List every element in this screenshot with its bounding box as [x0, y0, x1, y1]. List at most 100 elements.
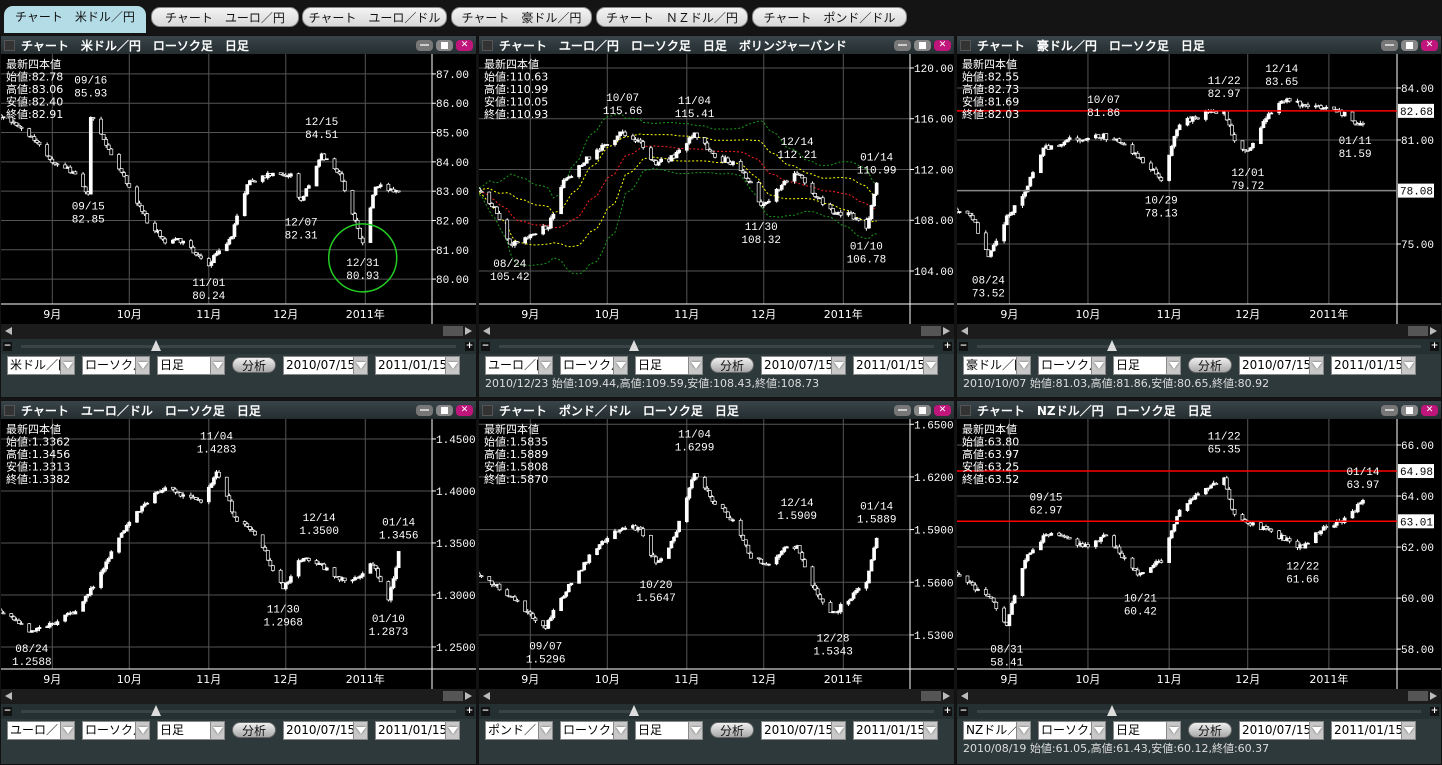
from-date-select[interactable]: 2010/07/15: [761, 720, 847, 740]
candlestick-chart[interactable]: 9月 10月 11月 12月 2011年 87.00 86.00 85.00 84.00 83.0…: [1, 54, 476, 324]
panel-checkbox[interactable]: [482, 404, 493, 416]
candlestick-chart[interactable]: 9月 10月 11月 12月 2011年 120.00 116.00 112.00 108.00…: [479, 54, 954, 324]
scrollbar-thumb[interactable]: [443, 326, 463, 336]
chevron-down-icon[interactable]: [1309, 721, 1324, 739]
analyze-button[interactable]: 分析: [710, 722, 755, 738]
maximize-button[interactable]: [436, 39, 453, 51]
chevron-down-icon[interactable]: [538, 721, 552, 739]
close-button[interactable]: ✕: [934, 39, 951, 51]
to-date-select[interactable]: 2011/01/15: [375, 355, 461, 375]
scroll-left-arrow-icon[interactable]: [483, 327, 490, 335]
chevron-down-icon[interactable]: [210, 721, 224, 739]
scrollbar-thumb[interactable]: [921, 691, 941, 701]
zoom-out-button[interactable]: −: [481, 706, 490, 716]
panel-checkbox[interactable]: [4, 404, 15, 416]
period-select[interactable]: 日足: [635, 355, 703, 375]
zoom-thumb[interactable]: [151, 705, 161, 716]
chevron-down-icon[interactable]: [613, 721, 627, 739]
panel-checkbox[interactable]: [960, 404, 971, 416]
period-select[interactable]: 日足: [157, 720, 225, 740]
zoom-thumb[interactable]: [1107, 340, 1117, 351]
pair-select[interactable]: ユーロ／円: [485, 355, 553, 375]
horizontal-scrollbar[interactable]: [1, 689, 476, 704]
maximize-button[interactable]: [1401, 39, 1418, 51]
close-button[interactable]: ✕: [934, 404, 951, 416]
candlestick-chart[interactable]: 9月 10月 11月 12月 2011年 84.00 81.00 75.00 82.68 78.0…: [957, 54, 1441, 324]
chart-area[interactable]: 9月 10月 11月 12月 2011年 120.00 116.00 112.00 108.00…: [479, 54, 954, 324]
chart-area[interactable]: 9月 10月 11月 12月 2011年 84.00 81.00 75.00 82.68 78.0…: [957, 54, 1441, 324]
zoom-in-button[interactable]: +: [465, 706, 474, 716]
scroll-left-arrow-icon[interactable]: [5, 692, 12, 700]
to-date-select[interactable]: 2011/01/15: [375, 720, 461, 740]
scrollbar-thumb[interactable]: [1408, 691, 1428, 701]
close-button[interactable]: ✕: [456, 39, 473, 51]
panel-checkbox[interactable]: [960, 39, 971, 51]
zoom-track[interactable]: [977, 710, 1421, 713]
minimize-button[interactable]: [894, 39, 911, 51]
zoom-in-button[interactable]: +: [465, 341, 474, 351]
candlestick-chart[interactable]: 9月 10月 11月 12月 2011年 1.6500 1.6200 1.5900 1.5600…: [479, 419, 954, 689]
tab-6[interactable]: チャート ポンド／ドル: [752, 7, 907, 27]
chevron-down-icon[interactable]: [923, 356, 938, 374]
from-date-select[interactable]: 2010/07/15: [283, 720, 369, 740]
scroll-right-arrow-icon[interactable]: [1430, 327, 1437, 335]
chevron-down-icon[interactable]: [1091, 356, 1105, 374]
pair-select[interactable]: ポンド／ドル: [485, 720, 553, 740]
period-select[interactable]: 日足: [635, 720, 703, 740]
zoom-in-button[interactable]: +: [943, 341, 952, 351]
chevron-down-icon[interactable]: [445, 356, 460, 374]
chevron-down-icon[interactable]: [923, 721, 938, 739]
horizontal-scrollbar[interactable]: [1, 324, 476, 339]
chevron-down-icon[interactable]: [688, 721, 702, 739]
minimize-button[interactable]: [894, 404, 911, 416]
from-date-select[interactable]: 2010/07/15: [761, 355, 847, 375]
maximize-button[interactable]: [436, 404, 453, 416]
to-date-select[interactable]: 2011/01/15: [1331, 720, 1417, 740]
analyze-button[interactable]: 分析: [1188, 722, 1233, 738]
pair-select[interactable]: NZドル／円: [963, 720, 1031, 740]
panel-checkbox[interactable]: [4, 39, 15, 51]
zoom-track[interactable]: [499, 345, 934, 348]
panel-header[interactable]: チャート ユーロ／ドル ローソク足 日足 ✕: [1, 401, 476, 419]
zoom-slider[interactable]: − +: [957, 704, 1441, 719]
chevron-down-icon[interactable]: [1016, 721, 1030, 739]
horizontal-scrollbar[interactable]: [957, 324, 1441, 339]
panel-header[interactable]: チャート ポンド／ドル ローソク足 日足 ✕: [479, 401, 954, 419]
zoom-slider[interactable]: − +: [1, 704, 476, 719]
zoom-in-button[interactable]: +: [943, 706, 952, 716]
panel-header[interactable]: チャート 米ドル／円 ローソク足 日足 ✕: [1, 36, 476, 54]
chevron-down-icon[interactable]: [135, 356, 149, 374]
chevron-down-icon[interactable]: [1166, 721, 1180, 739]
chevron-down-icon[interactable]: [1091, 721, 1105, 739]
analyze-button[interactable]: 分析: [232, 357, 277, 373]
panel-header[interactable]: チャート 豪ドル／円 ローソク足 日足 ✕: [957, 36, 1441, 54]
to-date-select[interactable]: 2011/01/15: [853, 355, 939, 375]
analyze-button[interactable]: 分析: [710, 357, 755, 373]
chart-type-select[interactable]: ローソク足: [1038, 720, 1106, 740]
horizontal-scrollbar[interactable]: [957, 689, 1441, 704]
period-select[interactable]: 日足: [157, 355, 225, 375]
chevron-down-icon[interactable]: [1166, 356, 1180, 374]
chart-area[interactable]: 9月 10月 11月 12月 2011年 87.00 86.00 85.00 84.00 83.0…: [1, 54, 476, 324]
period-select[interactable]: 日足: [1113, 355, 1181, 375]
zoom-slider[interactable]: − +: [1, 339, 476, 354]
minimize-button[interactable]: [416, 404, 433, 416]
chart-type-select[interactable]: ローソク足: [1038, 355, 1106, 375]
chart-type-select[interactable]: ローソク足: [82, 355, 150, 375]
tab-3[interactable]: チャート ユーロ／ドル: [302, 7, 447, 27]
analyze-button[interactable]: 分析: [232, 722, 277, 738]
chevron-down-icon[interactable]: [1401, 356, 1416, 374]
chevron-down-icon[interactable]: [1309, 356, 1324, 374]
chevron-down-icon[interactable]: [60, 721, 74, 739]
panel-header[interactable]: チャート NZドル／円 ローソク足 日足 ✕: [957, 401, 1441, 419]
zoom-in-button[interactable]: +: [1430, 341, 1439, 351]
zoom-thumb[interactable]: [629, 340, 639, 351]
tab-4[interactable]: チャート 豪ドル／円: [451, 7, 592, 27]
to-date-select[interactable]: 2011/01/15: [853, 720, 939, 740]
chevron-down-icon[interactable]: [60, 356, 74, 374]
chevron-down-icon[interactable]: [831, 721, 846, 739]
chart-area[interactable]: 9月 10月 11月 12月 2011年 1.6500 1.6200 1.5900 1.5600…: [479, 419, 954, 689]
zoom-slider[interactable]: − +: [479, 704, 954, 719]
scrollbar-thumb[interactable]: [921, 326, 941, 336]
minimize-button[interactable]: [1381, 404, 1398, 416]
